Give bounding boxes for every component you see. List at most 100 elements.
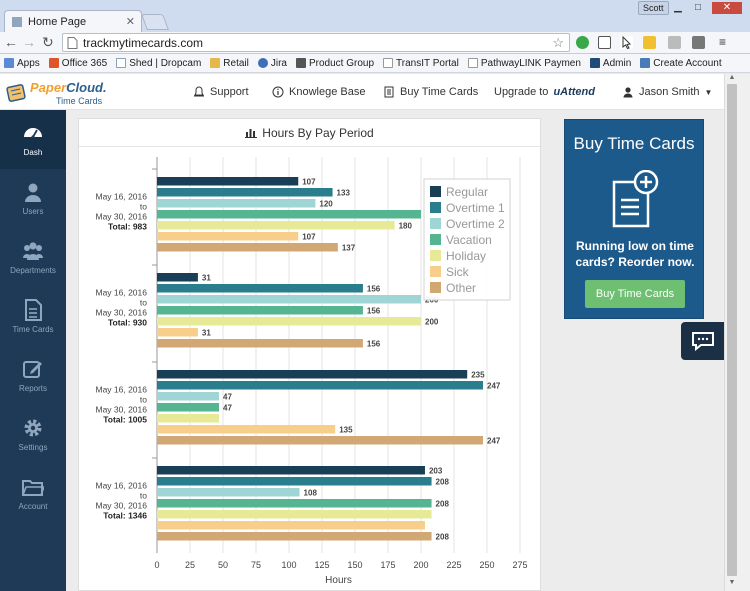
chart-title-bar: Hours By Pay Period — [79, 119, 540, 147]
legend-swatch — [430, 218, 441, 229]
maximize-icon[interactable]: □ — [694, 2, 702, 13]
bookmark-pathwaylink[interactable]: PathwayLINK Paymen — [467, 58, 581, 69]
back-arrow-icon[interactable]: ← — [4, 34, 18, 50]
bookmark-office365[interactable]: Office 365 — [48, 58, 107, 69]
bookmark-apps[interactable]: Apps — [4, 58, 40, 69]
legend-swatch — [430, 266, 441, 277]
address-url: trackmytimecards.com — [83, 35, 204, 50]
x-tick-label: 200 — [413, 560, 428, 570]
sidebar-item-users[interactable]: Users — [0, 169, 66, 228]
sidebar-item-departments[interactable]: Departments — [0, 228, 66, 287]
bookmark-transit[interactable]: TransIT Portal — [383, 58, 459, 69]
group-date-label: May 16, 2016 — [95, 288, 147, 298]
bar-vacation — [157, 403, 220, 412]
page-scrollbar[interactable]: ▲ ▼ — [724, 74, 750, 591]
main-content: Hours By Pay Period 0 25 50 75 100 125 150 175 2… — [66, 110, 724, 591]
extension-evernote-icon[interactable] — [576, 36, 589, 49]
legend-label: Overtime 1 — [446, 201, 505, 215]
nav-buy-time-cards[interactable]: Buy Time Cards — [383, 86, 478, 98]
sidebar-item-dash[interactable]: Dash — [0, 110, 66, 169]
bookmark-dropcam[interactable]: Shed | Dropcam — [116, 58, 201, 69]
browser-tab-home[interactable]: Home Page ✕ — [4, 10, 142, 32]
chart-panel: Hours By Pay Period 0 25 50 75 100 125 150 175 2… — [78, 118, 541, 591]
forward-arrow-icon[interactable]: → — [22, 34, 36, 50]
bar-regular — [157, 273, 198, 282]
browser-user-label[interactable]: Scott — [638, 1, 669, 15]
sidebar-item-account[interactable]: Account — [0, 464, 66, 523]
bar-holiday — [157, 510, 432, 519]
bar-vacation — [157, 210, 421, 219]
sidebar-label: Users — [22, 207, 44, 216]
bookmark-product-group[interactable]: Product Group — [295, 57, 375, 69]
nav-upgrade[interactable]: Upgrade to uAttend — [494, 86, 595, 98]
bar-value-label: 235 — [471, 371, 485, 380]
legend-label: Regular — [446, 185, 488, 199]
minimize-icon[interactable]: ▁ — [674, 2, 682, 13]
bookmark-admin[interactable]: Admin — [589, 58, 631, 69]
extension-cursor-icon[interactable] — [620, 35, 633, 50]
papercloud-logo[interactable]: PaperCloud. Time Cards — [6, 78, 116, 106]
reload-icon[interactable]: ↻ — [42, 34, 54, 50]
logo-cloud: Cloud. — [66, 80, 107, 95]
chat-button[interactable] — [681, 322, 724, 360]
bookmark-create-account[interactable]: Create Account — [640, 57, 722, 69]
bar-other — [157, 532, 432, 541]
extension-cast-icon[interactable] — [598, 36, 611, 49]
nav-knowledge-base[interactable]: Knowlege Base — [272, 86, 365, 98]
group-date-label: to — [140, 491, 147, 501]
bookmark-jira[interactable]: Jira — [257, 58, 287, 69]
page-icon — [383, 58, 394, 68]
address-bar[interactable]: trackmytimecards.com ☆ — [62, 33, 570, 52]
x-tick-label: 225 — [446, 560, 461, 570]
bar-overtime-1 — [157, 477, 432, 486]
bar-value-label: 137 — [342, 244, 356, 253]
bar-value-label: 208 — [436, 478, 450, 487]
legend-swatch — [430, 202, 441, 213]
x-tick-label: 0 — [154, 560, 159, 570]
new-tab-button[interactable] — [141, 14, 169, 30]
browser-menu-icon[interactable]: ≡ — [716, 36, 729, 49]
window-close-icon[interactable]: ✕ — [712, 2, 742, 14]
scroll-up-icon[interactable]: ▲ — [728, 74, 736, 81]
logo-paper: Paper — [30, 80, 67, 95]
x-axis-title: Hours — [325, 575, 352, 586]
sidebar-item-time-cards[interactable]: Time Cards — [0, 287, 66, 346]
extension-lock-icon[interactable] — [643, 36, 656, 49]
legend-swatch — [430, 282, 441, 293]
bookmark-retail[interactable]: Retail — [210, 58, 249, 69]
extension-square-icon[interactable] — [692, 36, 705, 49]
bar-value-label: 156 — [367, 285, 381, 294]
nav-support-label: Support — [210, 86, 249, 98]
group-icon — [23, 242, 43, 260]
group-date-label: May 30, 2016 — [95, 212, 147, 222]
group-total-label: Total: 983 — [108, 222, 147, 232]
scroll-thumb[interactable] — [727, 84, 737, 576]
info-icon — [272, 86, 284, 98]
sidebar-item-settings[interactable]: Settings — [0, 405, 66, 464]
bar-vacation — [157, 499, 432, 508]
bookmark-label: Apps — [17, 57, 40, 69]
x-tick-label: 175 — [380, 560, 395, 570]
chart-title: Hours By Pay Period — [262, 125, 374, 140]
extension-g-icon[interactable] — [668, 36, 681, 49]
user-name: Jason Smith — [639, 86, 700, 98]
tab-close-icon[interactable]: ✕ — [125, 16, 135, 28]
bar-sick — [157, 521, 425, 530]
add-document-icon — [612, 170, 659, 228]
user-menu[interactable]: Jason Smith ▼ — [622, 86, 712, 98]
bar-value-label: 156 — [367, 307, 381, 316]
sidebar-item-reports[interactable]: Reports — [0, 346, 66, 405]
tab-title: Home Page — [28, 15, 87, 28]
bar-overtime-2 — [157, 488, 300, 497]
bar-value-label: 247 — [487, 382, 501, 391]
bar-chart-icon — [245, 129, 258, 138]
timecard-logo-icon — [6, 84, 26, 102]
bookmark-label: Create Account — [653, 57, 722, 69]
scroll-down-icon[interactable]: ▼ — [728, 579, 736, 586]
page-icon — [467, 58, 478, 68]
bookmark-star-icon[interactable]: ☆ — [552, 35, 564, 50]
buy-time-cards-button[interactable]: Buy Time Cards — [585, 280, 685, 308]
bookmark-label: Product Group — [308, 57, 375, 69]
bar-overtime-1 — [157, 284, 363, 293]
nav-support[interactable]: Support — [193, 86, 249, 98]
